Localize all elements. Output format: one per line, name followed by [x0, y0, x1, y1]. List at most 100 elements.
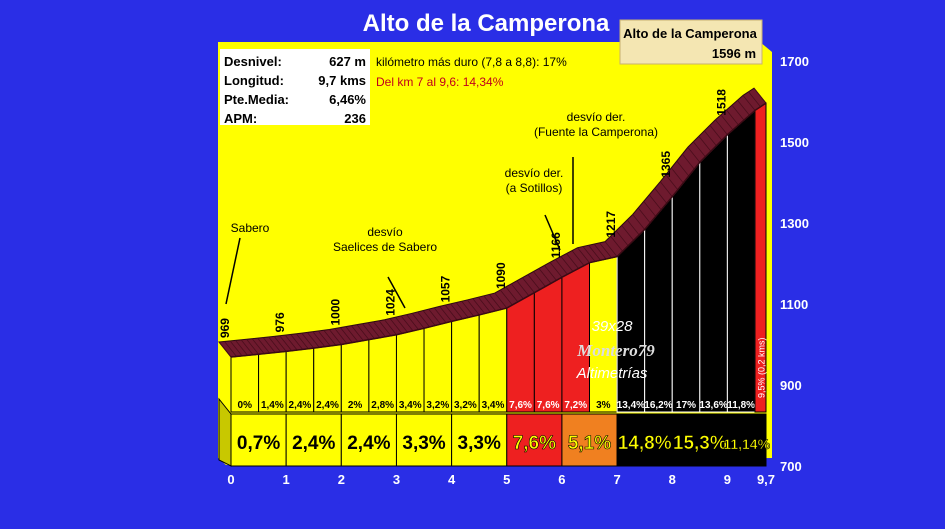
road-texture — [571, 250, 585, 266]
road-texture — [637, 207, 651, 224]
road-texture — [428, 308, 441, 325]
road-texture — [676, 160, 690, 177]
road-texture — [306, 332, 320, 348]
road-texture — [218, 341, 232, 358]
segment-grade-label: 3,4% — [482, 400, 505, 411]
km-grade-label: 14,8% — [618, 433, 672, 454]
altitude-label: 1217 — [604, 211, 618, 238]
x-tick-label: 3 — [393, 472, 400, 487]
road-texture — [511, 283, 524, 300]
road-texture — [229, 340, 243, 357]
road-texture — [334, 328, 348, 344]
gradient-segment — [533, 276, 563, 413]
segment-grade-label: 2,4% — [289, 400, 312, 411]
road-texture — [522, 277, 535, 293]
x-tick-label: 5 — [503, 472, 510, 487]
road-texture — [384, 319, 397, 336]
road-texture — [488, 294, 502, 310]
annotation-text: (a Sotillos) — [506, 181, 563, 195]
road-texture — [455, 302, 469, 318]
road-texture — [621, 225, 634, 241]
road-texture — [753, 87, 767, 104]
road-texture — [516, 280, 530, 296]
annotation-text: (Fuente la Camperona) — [534, 125, 658, 139]
road-texture — [406, 314, 419, 330]
road-texture — [290, 334, 304, 350]
road-texture — [295, 333, 309, 350]
road-texture — [483, 295, 497, 312]
road-texture — [268, 336, 281, 353]
road-texture — [389, 318, 403, 334]
annotation-text: desvío der. — [567, 110, 626, 124]
x-tick-label: 6 — [558, 472, 565, 487]
km-grade-bands: 0,7% 2,4% 2,4% 3,3% 3,3% 7,6% 5,1% 14,8% 15,3%11… — [218, 397, 771, 467]
altitude-label: 1057 — [439, 275, 453, 302]
road-texture — [356, 324, 370, 340]
road-texture — [345, 326, 359, 342]
road-texture — [279, 335, 292, 351]
segment-grade-label: 3,2% — [454, 400, 477, 411]
altitude-labels: 969 976 1000 1024 1057 1090 1166 1217 1365 1518 — [218, 89, 728, 338]
segment-grade-label: 3,4% — [399, 400, 422, 411]
km-grade-label: 3,3% — [402, 433, 445, 454]
road-texture — [544, 265, 557, 281]
road-texture — [417, 311, 430, 328]
annotation-leader — [225, 237, 241, 305]
altitude-label: 969 — [218, 318, 232, 338]
profile-line — [230, 102, 767, 358]
x-tick-label: 7 — [613, 472, 620, 487]
road-texture — [566, 253, 579, 269]
stat-value: 6,46% — [329, 92, 366, 107]
y-tick-label: 1700 — [780, 54, 809, 69]
km-grade-label: 0,7% — [237, 433, 280, 454]
km-grade-band — [671, 413, 728, 467]
road-texture — [720, 114, 734, 131]
road-texture — [472, 298, 486, 314]
chart-title: Alto de la Camperona — [363, 10, 610, 37]
y-tick-label: 1100 — [780, 297, 808, 312]
x-tick-label: 4 — [448, 472, 456, 487]
x-tick-label: 1 — [283, 472, 290, 487]
road-texture — [494, 292, 508, 309]
road-texture — [411, 313, 425, 329]
annotation-text: Saelices de Sabero — [333, 240, 437, 254]
y-tick-label: 700 — [780, 459, 802, 474]
road-texture — [433, 307, 447, 324]
road-texture — [378, 320, 392, 337]
road-texture — [704, 130, 717, 146]
segment-grade-label: 13,6% — [699, 400, 727, 411]
road-texture — [538, 268, 552, 284]
road-texture — [373, 321, 386, 337]
x-tick-label: 9,7 — [757, 472, 775, 487]
annotation-text: desvío — [367, 225, 403, 239]
km-grade-label: 11,14% — [723, 436, 770, 452]
road-texture — [240, 339, 254, 356]
summit-box: Alto de la Camperona 1596 m — [619, 19, 763, 65]
road-texture — [654, 187, 668, 204]
road-texture — [505, 286, 519, 303]
note-km7-to-9-6: Del km 7 al 9,6: 14,34% — [376, 75, 504, 89]
road-texture — [367, 322, 381, 338]
x-tick-label: 0 — [227, 472, 234, 487]
segment-grade-label: 3% — [596, 400, 611, 411]
km-grade-label: 5,1% — [568, 433, 611, 454]
road-texture — [323, 329, 337, 346]
road-texture — [681, 153, 695, 170]
road-texture — [670, 167, 684, 184]
km-grade-label: 3,3% — [458, 433, 501, 454]
km-grade-band — [285, 413, 342, 467]
segment-grade-label: 16,2% — [644, 400, 672, 411]
segment-grade-label: 7,6% — [509, 400, 532, 411]
annotation-text: desvío der. — [505, 166, 564, 180]
km-grade-band — [726, 413, 767, 467]
km-grade-label: 2,4% — [347, 433, 390, 454]
segment-grade-label: 7,2% — [564, 400, 587, 411]
altitude-label: 1518 — [714, 89, 728, 116]
km-grade-label: 2,4% — [292, 433, 335, 454]
road-texture — [577, 247, 590, 263]
road-texture — [715, 119, 728, 135]
road-texture — [615, 230, 629, 247]
road-texture — [643, 201, 657, 217]
road-texture — [582, 246, 596, 262]
